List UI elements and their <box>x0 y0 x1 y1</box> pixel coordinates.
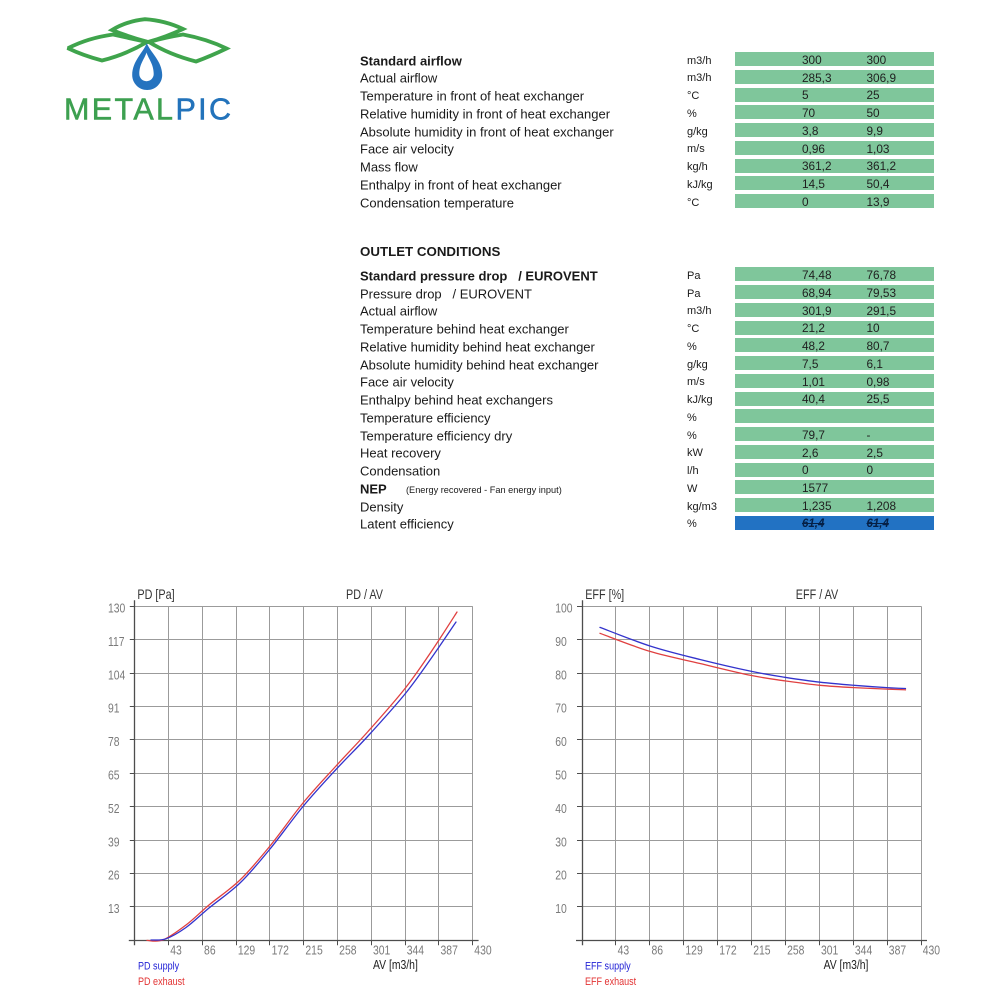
svg-text:91: 91 <box>108 702 120 716</box>
svg-text:43: 43 <box>170 943 182 957</box>
svg-text:52: 52 <box>108 802 120 816</box>
svg-text:AV [m3/h]: AV [m3/h] <box>373 958 418 972</box>
svg-text:PD / AV: PD / AV <box>346 587 384 602</box>
svg-text:EFF [%]: EFF [%] <box>585 587 624 602</box>
svg-text:90: 90 <box>555 635 567 649</box>
svg-text:387: 387 <box>889 943 906 957</box>
svg-text:METALPIC: METALPIC <box>64 93 233 126</box>
svg-text:387: 387 <box>441 943 458 957</box>
svg-text:86: 86 <box>652 943 664 957</box>
svg-text:50: 50 <box>555 768 567 782</box>
svg-text:PD exhaust: PD exhaust <box>138 976 185 988</box>
svg-text:258: 258 <box>787 943 805 957</box>
svg-text:78: 78 <box>108 735 120 749</box>
svg-text:129: 129 <box>238 943 255 957</box>
svg-text:86: 86 <box>204 943 216 957</box>
svg-text:80: 80 <box>555 668 567 682</box>
svg-text:65: 65 <box>108 768 120 782</box>
svg-text:301: 301 <box>821 943 838 957</box>
svg-text:20: 20 <box>555 869 567 883</box>
svg-text:70: 70 <box>555 702 567 716</box>
svg-text:172: 172 <box>272 943 289 957</box>
svg-text:301: 301 <box>373 943 390 957</box>
svg-text:30: 30 <box>555 835 567 849</box>
svg-text:EFF exhaust: EFF exhaust <box>585 976 636 988</box>
svg-text:AV [m3/h]: AV [m3/h] <box>824 958 869 972</box>
svg-text:344: 344 <box>855 943 873 957</box>
svg-text:10: 10 <box>555 902 567 916</box>
svg-text:100: 100 <box>555 601 573 615</box>
svg-text:104: 104 <box>108 668 126 682</box>
svg-text:117: 117 <box>108 635 125 649</box>
svg-text:215: 215 <box>753 943 771 957</box>
svg-text:130: 130 <box>108 601 126 615</box>
svg-text:60: 60 <box>555 735 567 749</box>
svg-text:EFF supply: EFF supply <box>585 960 631 972</box>
svg-text:129: 129 <box>685 943 702 957</box>
svg-text:344: 344 <box>407 943 425 957</box>
svg-text:430: 430 <box>923 943 941 957</box>
svg-text:172: 172 <box>719 943 736 957</box>
svg-text:215: 215 <box>305 943 323 957</box>
svg-text:PD [Pa]: PD [Pa] <box>137 587 174 602</box>
svg-text:43: 43 <box>618 943 630 957</box>
svg-text:39: 39 <box>108 835 120 849</box>
svg-text:26: 26 <box>108 869 120 883</box>
svg-text:40: 40 <box>555 802 567 816</box>
svg-text:13: 13 <box>108 902 120 916</box>
svg-text:EFF / AV: EFF / AV <box>796 587 839 602</box>
svg-text:PD supply: PD supply <box>138 960 180 972</box>
svg-text:258: 258 <box>339 943 357 957</box>
svg-text:430: 430 <box>474 943 492 957</box>
